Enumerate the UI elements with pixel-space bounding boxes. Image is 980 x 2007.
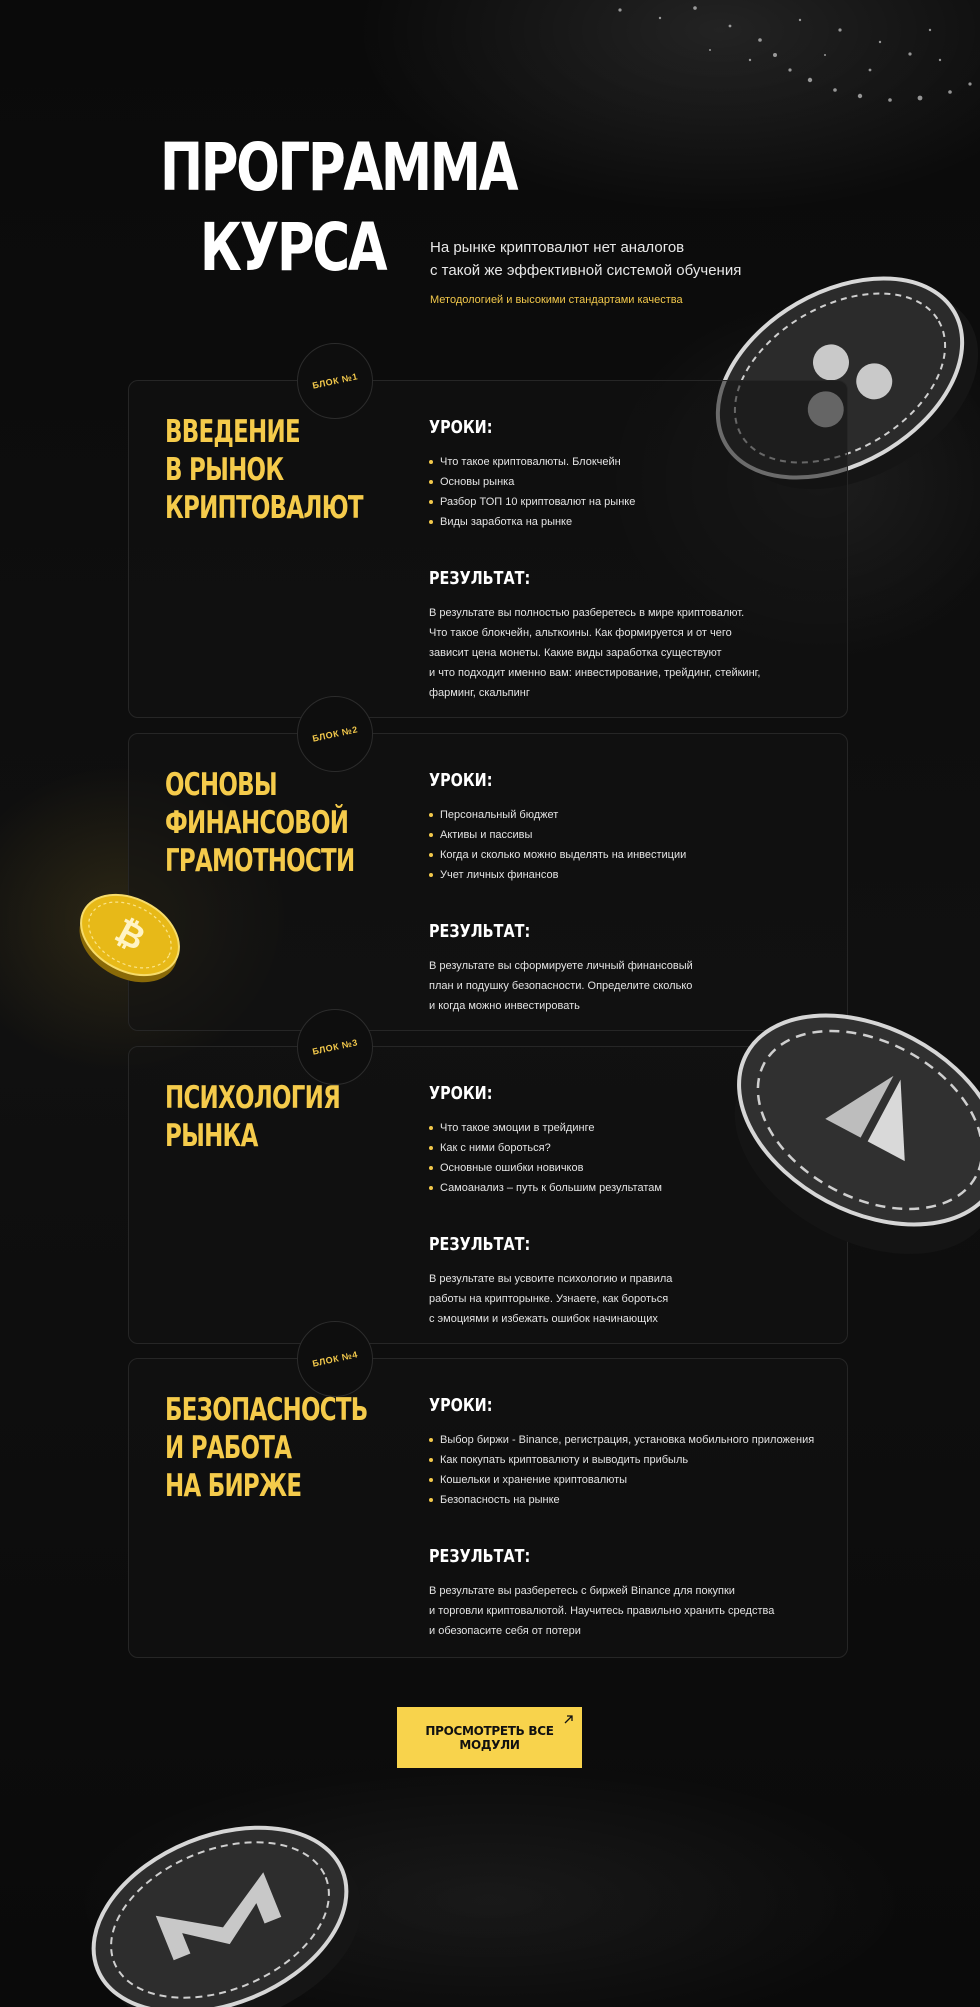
- block-badge: БЛОК №2: [297, 696, 373, 772]
- particle-wave-decoration: [618, 6, 972, 102]
- list-item: Как покупать криптовалюту и выводить при…: [429, 1450, 829, 1470]
- block-title: ПСИХОЛОГИЯ РЫНКА: [165, 1080, 341, 1154]
- arrow-up-right-icon: [564, 1715, 573, 1724]
- list-item: Что такое криптовалюты. Блокчейн: [429, 452, 829, 472]
- lessons-list: Выбор биржи - Binance, регистрация, уста…: [429, 1430, 829, 1510]
- page-subtitle-line-1: На рынке криптовалют нет аналогов: [430, 239, 685, 256]
- result-text: В результате вы усвоите психологию и пра…: [429, 1273, 673, 1325]
- list-item: Кошельки и хранение криптовалюты: [429, 1470, 829, 1490]
- block-badge: БЛОК №1: [297, 343, 373, 419]
- view-all-modules-button[interactable]: ПРОСМОТРЕТЬ ВСЕ МОДУЛИ: [397, 1707, 582, 1768]
- page-subtitle-line-2: с такой же эффективной системой обучения: [430, 262, 742, 279]
- lessons-list: Что такое эмоции в трейдинге Как с ними …: [429, 1118, 829, 1198]
- block-title: ВВЕДЕНИЕ В РЫНОК КРИПТОВАЛЮТ: [165, 414, 364, 526]
- lessons-list: Что такое криптовалюты. Блокчейн Основы …: [429, 452, 829, 532]
- result-text: В результате вы полностью разберетесь в …: [429, 607, 761, 699]
- monero-coin-icon: [91, 1825, 362, 2007]
- bitcoin-coin-icon: ₿: [79, 893, 180, 983]
- list-item: Основные ошибки новичков: [429, 1158, 829, 1178]
- course-block-2: БЛОК №2 ОСНОВЫ ФИНАНСОВОЙ ГРАМОТНОСТИ УР…: [128, 696, 848, 1031]
- page-subtitle: На рынке криптовалют нет аналогов с тако…: [430, 236, 790, 282]
- list-item: Как с ними бороться?: [429, 1138, 829, 1158]
- course-block-4: БЛОК №4 БЕЗОПАСНОСТЬ И РАБОТА НА БИРЖЕ У…: [128, 1321, 848, 1658]
- result-text: В результате вы разберетесь с биржей Bin…: [429, 1585, 775, 1637]
- view-all-modules-label: ПРОСМОТРЕТЬ ВСЕ МОДУЛИ: [425, 1723, 554, 1752]
- crypto-coin-icon: [734, 1013, 980, 1254]
- block-title: ОСНОВЫ ФИНАНСОВОЙ ГРАМОТНОСТИ: [165, 767, 355, 879]
- course-block-3: БЛОК №3 ПСИХОЛОГИЯ РЫНКА УРОКИ: Что тако…: [128, 1009, 848, 1344]
- list-item: Самоанализ – путь к большим результатам: [429, 1178, 829, 1198]
- result-heading: РЕЗУЛЬТАТ:: [429, 568, 531, 589]
- list-item: Основы рынка: [429, 472, 829, 492]
- list-item: Активы и пассивы: [429, 825, 829, 845]
- list-item: Разбор ТОП 10 криптовалют на рынке: [429, 492, 829, 512]
- result-heading: РЕЗУЛЬТАТ:: [429, 921, 531, 942]
- lessons-heading: УРОКИ:: [429, 770, 493, 791]
- lessons-heading: УРОКИ:: [429, 1083, 493, 1104]
- result-text: В результате вы сформируете личный финан…: [429, 960, 693, 1012]
- page-title-line-2: КУРСА: [199, 209, 388, 286]
- list-item: Персональный бюджет: [429, 805, 829, 825]
- list-item: Учет личных финансов: [429, 865, 829, 885]
- list-item: Когда и сколько можно выделять на инвест…: [429, 845, 829, 865]
- page-title-line-1: ПРОГРАММА: [160, 129, 519, 206]
- block-title: БЕЗОПАСНОСТЬ И РАБОТА НА БИРЖЕ: [165, 1392, 368, 1504]
- list-item: Что такое эмоции в трейдинге: [429, 1118, 829, 1138]
- course-block-1: БЛОК №1 ВВЕДЕНИЕ В РЫНОК КРИПТОВАЛЮТ УРО…: [128, 343, 848, 718]
- result-heading: РЕЗУЛЬТАТ:: [429, 1546, 531, 1567]
- list-item: Безопасность на рынке: [429, 1490, 829, 1510]
- page-subtitle-accent: Методологией и высокими стандартами каче…: [430, 294, 683, 306]
- lessons-heading: УРОКИ:: [429, 1395, 493, 1416]
- block-badge: БЛОК №3: [297, 1009, 373, 1085]
- page-title: ПРОГРАММА КУРСА: [160, 128, 519, 288]
- list-item: Выбор биржи - Binance, регистрация, уста…: [429, 1430, 829, 1450]
- lessons-list: Персональный бюджет Активы и пассивы Ког…: [429, 805, 829, 885]
- lessons-heading: УРОКИ:: [429, 417, 493, 438]
- block-badge: БЛОК №4: [297, 1321, 373, 1397]
- list-item: Виды заработка на рынке: [429, 512, 829, 532]
- result-heading: РЕЗУЛЬТАТ:: [429, 1234, 531, 1255]
